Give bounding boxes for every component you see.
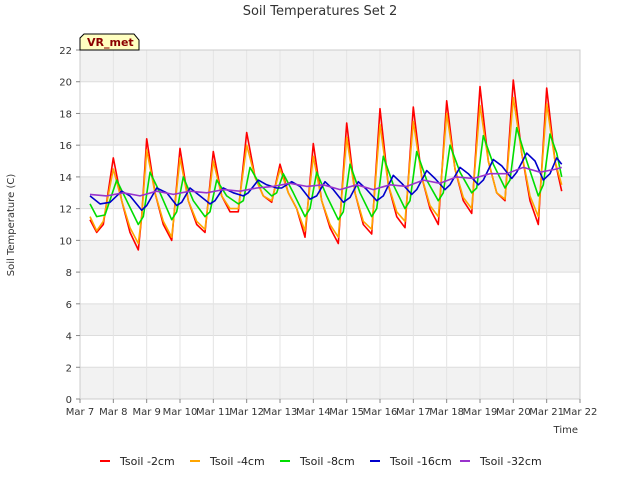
chart-title: Soil Temperatures Set 2 <box>243 4 398 19</box>
x-tick-label: Mar 18 <box>429 407 464 418</box>
plot-background-bands <box>80 50 580 399</box>
series-lines <box>89 79 563 251</box>
y-tick-label: 22 <box>59 46 72 57</box>
site-label-box: VR_met <box>79 33 140 51</box>
y-tick-label: 14 <box>59 173 72 184</box>
legend-label: Tsoil -4cm <box>209 455 265 468</box>
y-tick-label: 6 <box>66 300 72 311</box>
x-tick-label: Mar 19 <box>463 407 498 418</box>
y-tick-label: 16 <box>59 141 72 152</box>
y-tick-label: 12 <box>59 205 72 216</box>
legend-label: Tsoil -16cm <box>389 455 452 468</box>
x-tick-label: Mar 7 <box>66 407 94 418</box>
plot-frame <box>79 49 581 400</box>
legend-label: Tsoil -2cm <box>119 455 175 468</box>
y-tick-label: 2 <box>66 363 72 374</box>
legend: Tsoil -2cm Tsoil -4cm Tsoil -8cm Tsoil -16c… <box>100 455 542 468</box>
series-line <box>89 126 563 226</box>
x-tick-label: Mar 16 <box>363 407 398 418</box>
legend-label: Tsoil -8cm <box>299 455 355 468</box>
y-tick-label: 0 <box>66 395 72 406</box>
x-tick-label: Mar 22 <box>563 407 598 418</box>
x-tick-label: Mar 13 <box>263 407 298 418</box>
y-tick-label: 20 <box>59 78 72 89</box>
x-tick-label: Mar 9 <box>132 407 160 418</box>
x-tick-label: Mar 21 <box>529 407 564 418</box>
background-band <box>80 50 580 82</box>
x-tick-label: Mar 8 <box>99 407 127 418</box>
background-band <box>80 113 580 146</box>
x-tick-label: Mar 20 <box>496 407 531 418</box>
series-line <box>89 96 563 245</box>
y-tick-label: 10 <box>59 236 72 247</box>
legend-label: Tsoil -32cm <box>479 455 542 468</box>
x-axis-label: Time <box>553 425 578 436</box>
y-tick-label: 18 <box>59 109 72 120</box>
site-label: VR_met <box>87 36 134 49</box>
x-tick-label: Mar 17 <box>396 407 431 418</box>
x-tick-label: Mar 11 <box>196 407 231 418</box>
y-tick-label: 4 <box>66 332 72 343</box>
y-axis-label: Soil Temperature (C) <box>6 174 17 277</box>
y-axis-ticks: 0 2 4 6 8 10 12 14 16 18 20 22 <box>59 46 80 406</box>
x-tick-label: Mar 14 <box>296 407 331 418</box>
x-tick-label: Mar 15 <box>329 407 364 418</box>
y-tick-label: 8 <box>66 268 72 279</box>
background-band <box>80 367 580 399</box>
series-line <box>89 166 562 197</box>
x-tick-label: Mar 12 <box>229 407 264 418</box>
background-band <box>80 240 580 273</box>
series-line <box>89 152 563 211</box>
x-tick-label: Mar 10 <box>163 407 198 418</box>
background-band <box>80 303 580 336</box>
